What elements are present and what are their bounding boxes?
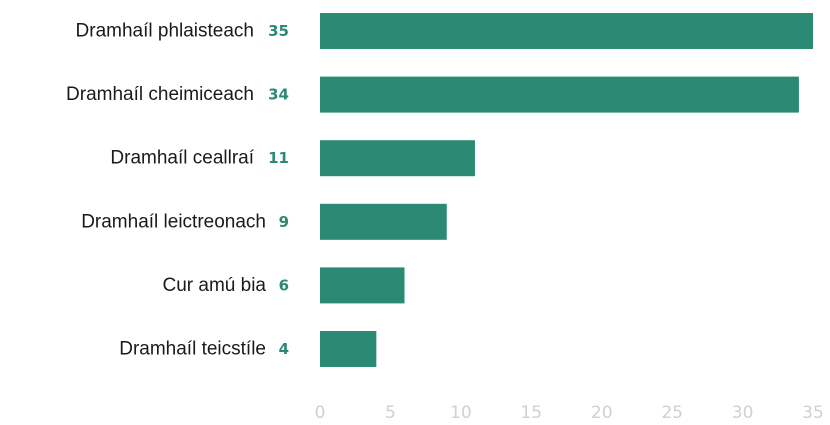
category-label: Dramhaíl ceallraí bbox=[110, 148, 254, 169]
bar bbox=[320, 76, 799, 113]
value-label: 4 bbox=[279, 340, 289, 358]
category-label: Dramhaíl cheimiceach bbox=[66, 84, 254, 105]
x-axis: 0 5 10 15 20 25 30 35 bbox=[315, 403, 824, 423]
bars-group bbox=[320, 13, 813, 367]
category-label: Dramhaíl teicstíle bbox=[119, 339, 266, 360]
x-tick-label: 30 bbox=[732, 403, 754, 423]
value-label: 11 bbox=[268, 149, 289, 167]
bar bbox=[320, 331, 377, 367]
x-tick-label: 25 bbox=[661, 403, 683, 423]
x-tick-label: 20 bbox=[591, 403, 613, 423]
bar bbox=[320, 203, 447, 240]
value-label: 34 bbox=[268, 86, 289, 104]
x-tick-label: 35 bbox=[802, 403, 824, 423]
bar bbox=[320, 140, 475, 177]
x-tick-label: 0 bbox=[315, 403, 326, 423]
category-label: Dramhaíl leictreonach bbox=[81, 211, 266, 232]
value-labels: 35 34 11 9 6 4 bbox=[268, 22, 289, 358]
value-label: 35 bbox=[268, 22, 289, 40]
bar bbox=[320, 13, 813, 49]
category-label: Dramhaíl phlaisteach bbox=[76, 21, 254, 42]
x-tick-label: 15 bbox=[520, 403, 542, 423]
x-tick-label: 5 bbox=[385, 403, 396, 423]
x-tick-label: 10 bbox=[450, 403, 472, 423]
category-labels: Dramhaíl phlaisteach Dramhaíl cheimiceach… bbox=[66, 21, 266, 360]
value-label: 6 bbox=[279, 276, 289, 294]
value-label: 9 bbox=[279, 213, 289, 231]
category-label: Cur amú bia bbox=[163, 275, 267, 296]
bar bbox=[320, 267, 405, 304]
